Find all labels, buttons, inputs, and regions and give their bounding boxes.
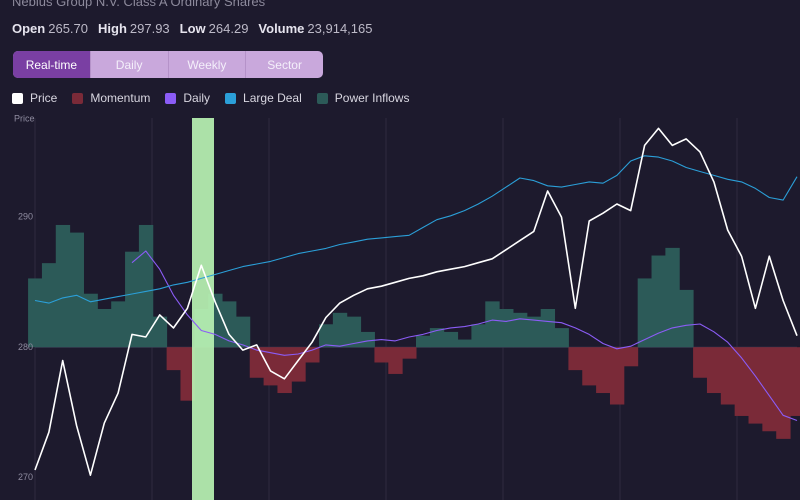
stat: Open 265.70: [12, 21, 88, 36]
flow-bar: [332, 312, 348, 348]
title: Nebius Group N.V. Class A Ordinary Share…: [12, 0, 266, 9]
tab[interactable]: Weekly: [167, 51, 246, 78]
flow-bar: [55, 224, 71, 348]
flow-bar: [651, 255, 666, 348]
highlight-band: [192, 118, 214, 500]
flow-bar: [125, 251, 140, 348]
legend-label: Large Deal: [243, 91, 302, 105]
legend-item[interactable]: Daily: [165, 91, 210, 105]
tabs: Real-time Daily Weekly Sector: [13, 51, 323, 78]
legend-item[interactable]: Price: [12, 91, 57, 105]
flow-bar: [582, 347, 597, 386]
flow-bar: [706, 347, 722, 394]
y-tick-label: 280: [18, 342, 33, 352]
series-line: [34, 155, 798, 304]
flow-bar: [748, 347, 763, 424]
flow-bar: [402, 347, 417, 359]
flow-bar: [596, 347, 611, 394]
stat-value: 23,914,165: [307, 21, 373, 36]
lines: [34, 127, 798, 476]
legend-label: Daily: [183, 91, 211, 105]
flow-bar: [609, 347, 625, 405]
flow-bar: [457, 339, 472, 348]
stat-label: Open: [12, 21, 46, 36]
legend-swatch: [225, 92, 237, 104]
flow-bar: [790, 347, 800, 416]
flow-bar: [623, 347, 639, 367]
stat: High 297.93: [98, 21, 170, 36]
series-line: [131, 250, 798, 422]
legend-item[interactable]: Large Deal: [225, 91, 302, 105]
flow-bar: [485, 301, 500, 348]
flow-bar: [166, 347, 181, 371]
flow-bar: [665, 247, 680, 348]
flow-bar: [540, 309, 556, 348]
bars: [28, 224, 800, 439]
stat-value: 265.70: [48, 21, 88, 36]
flow-bar: [111, 301, 126, 348]
ticks: 270 280 290: [18, 211, 33, 482]
flow-bar: [374, 347, 389, 363]
y-axis-label: Price: [14, 113, 35, 123]
legend-label: Momentum: [90, 91, 151, 105]
stat: Low 264.29: [180, 21, 249, 36]
flow-bar: [69, 232, 84, 348]
flow-bar: [388, 347, 403, 374]
flow-bar: [762, 347, 777, 432]
y-tick-label: 290: [18, 211, 33, 221]
flow-bar: [734, 347, 750, 416]
flow-bar: [512, 312, 528, 348]
flow-bar: [499, 309, 514, 348]
flow-bar: [235, 316, 251, 348]
legend-item[interactable]: Power Inflows: [316, 91, 410, 105]
stats: Open 265.70 High 297.93 Low 264.29 Volume 23,91…: [12, 21, 383, 36]
legend-swatch: [12, 92, 23, 104]
flow-bar: [97, 309, 112, 348]
legend-swatch: [165, 92, 177, 104]
legend-swatch: [316, 92, 328, 104]
flow-bar: [222, 301, 237, 348]
stat-label: Volume: [258, 21, 305, 36]
stat: Volume 23,914,165: [258, 21, 372, 36]
stat-label: High: [98, 21, 127, 36]
legend: Price Momentum Daily Large Deal Power Inflow…: [12, 91, 424, 105]
flow-bar: [360, 331, 375, 348]
flow-bar: [249, 347, 265, 378]
legend-label: Power Inflows: [334, 91, 410, 105]
stat-value: 297.93: [129, 21, 170, 36]
flow-bar: [471, 324, 486, 348]
flow-bar: [526, 316, 542, 348]
tab[interactable]: Daily: [89, 51, 168, 78]
flow-bar: [554, 328, 569, 348]
flow-bar: [429, 328, 445, 348]
flow-bar: [28, 278, 43, 348]
flow-bar: [263, 347, 278, 386]
flow-bar: [776, 347, 791, 439]
flow-bar: [693, 347, 708, 378]
tab[interactable]: Sector: [245, 51, 323, 78]
flow-bar: [679, 289, 694, 348]
series-line: [34, 127, 798, 476]
flow-bar: [180, 347, 195, 401]
flow-bar: [443, 331, 459, 348]
y-tick-label: 270: [18, 472, 33, 482]
flow-bar: [346, 316, 362, 348]
stat-value: 264.29: [208, 21, 249, 36]
flow-bar: [41, 263, 57, 348]
flow-bar: [568, 347, 583, 371]
flow-bar: [277, 347, 292, 394]
flow-bar: [152, 316, 168, 348]
flow-bar: [416, 335, 431, 348]
legend-item[interactable]: Momentum: [72, 91, 150, 105]
tab[interactable]: Real-time: [13, 51, 90, 78]
flow-bar: [720, 347, 736, 405]
flow-bar: [319, 324, 334, 348]
flow-bar: [637, 278, 653, 348]
legend-label: Price: [30, 91, 58, 105]
flow-bar: [83, 293, 98, 348]
legend-swatch: [72, 92, 84, 104]
stat-label: Low: [179, 21, 206, 36]
